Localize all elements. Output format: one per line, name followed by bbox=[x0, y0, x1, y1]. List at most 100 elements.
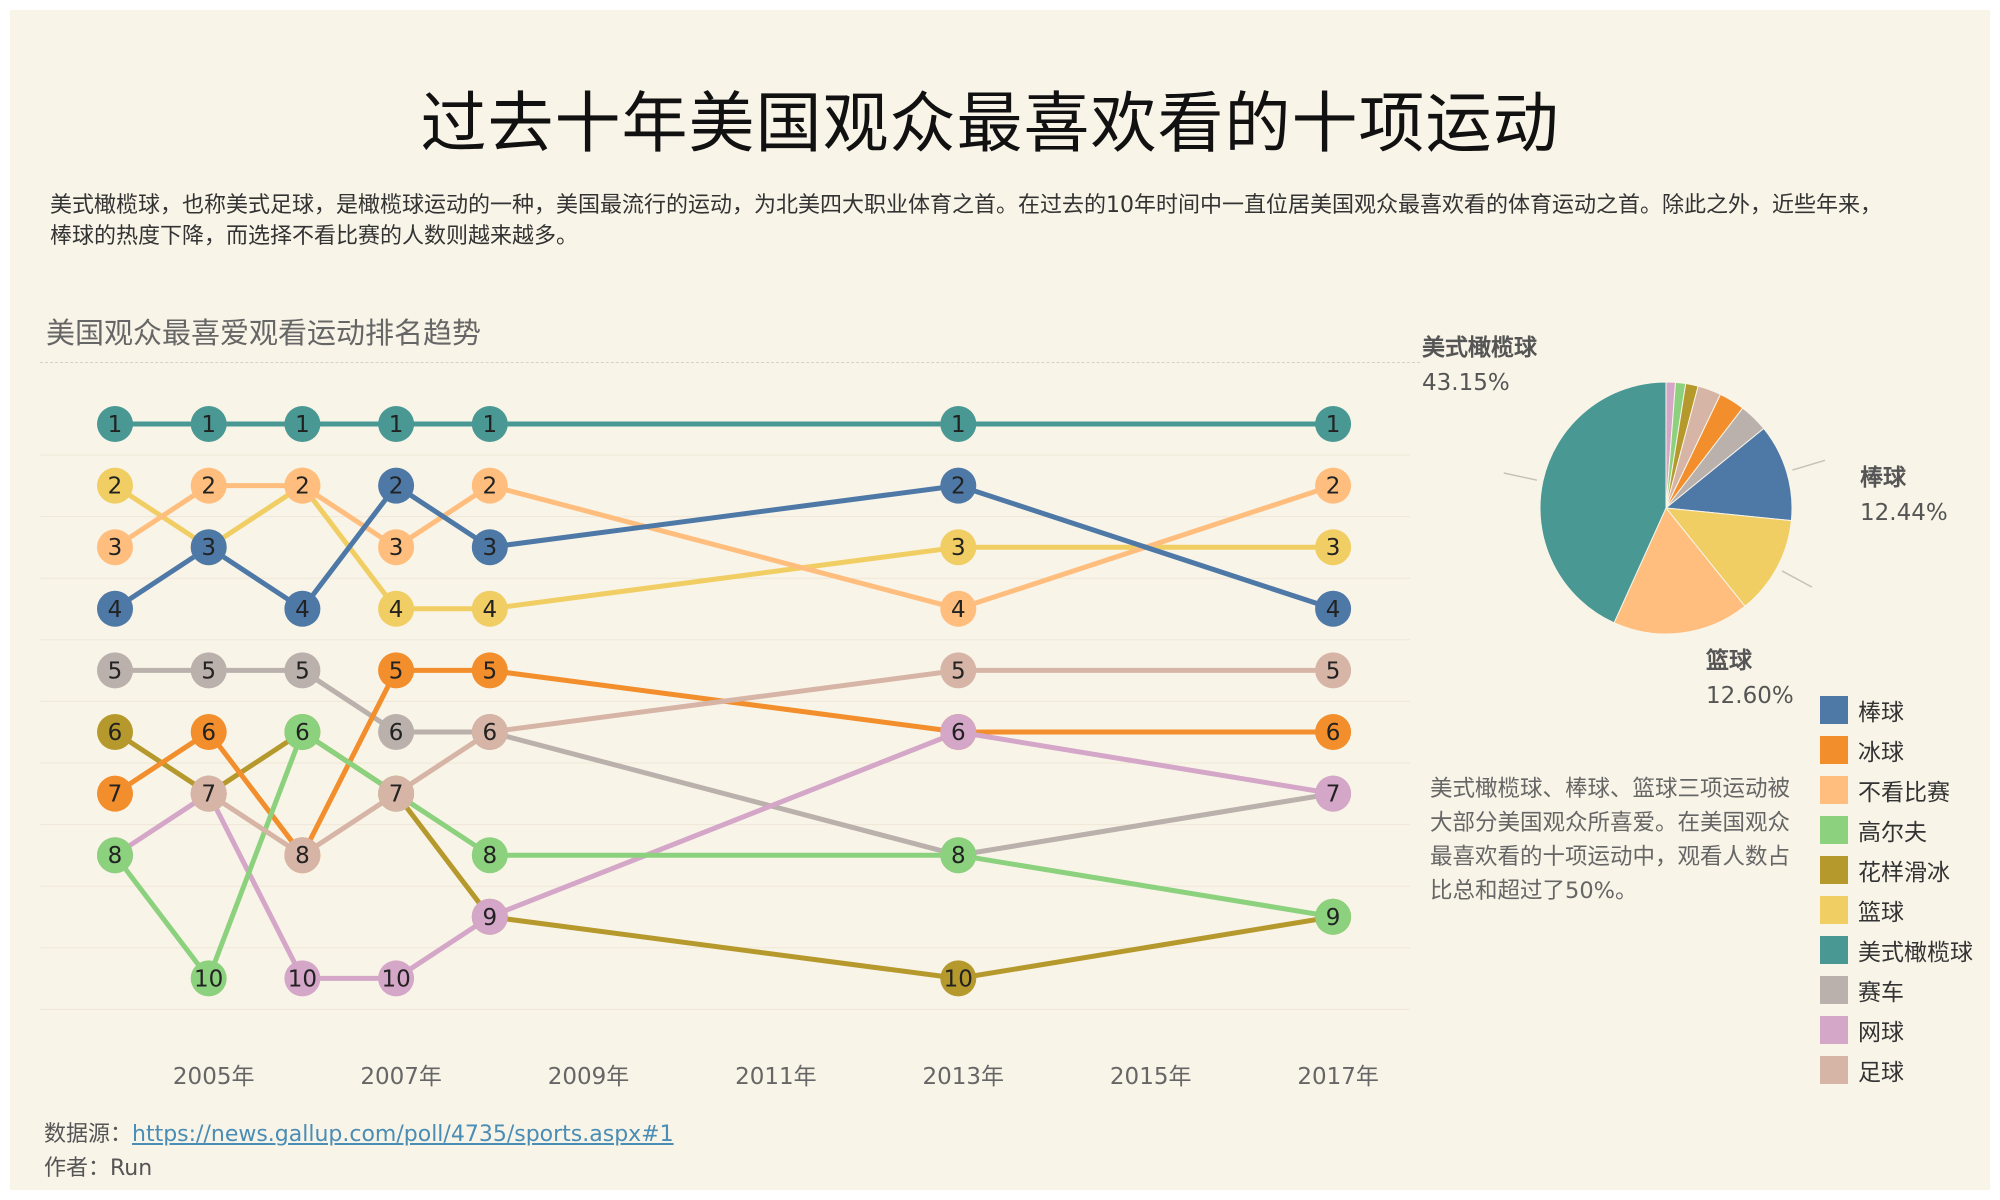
x-tick-label: 2013年 bbox=[923, 1064, 1005, 1090]
rank-point bbox=[284, 960, 321, 997]
pie-label-name: 棒球 bbox=[1860, 464, 1907, 491]
rank-point bbox=[471, 652, 508, 689]
legend-label: 冰球 bbox=[1858, 740, 1904, 766]
pie-slice bbox=[1539, 381, 1667, 624]
bump-chart-points: 1111111232443332232424342324555668767679… bbox=[97, 406, 1352, 997]
legend-swatch bbox=[1820, 1016, 1848, 1044]
rank-point bbox=[940, 529, 977, 566]
rank-point bbox=[97, 467, 133, 504]
rank-point bbox=[471, 898, 508, 935]
rank-label: 2 bbox=[201, 474, 216, 500]
x-tick-label: 2015年 bbox=[1110, 1064, 1192, 1090]
rank-label: 9 bbox=[482, 905, 497, 931]
rank-label: 6 bbox=[201, 720, 216, 746]
legend-item: 赛车 bbox=[1820, 970, 1973, 1010]
x-tick-label: 2017年 bbox=[1297, 1064, 1379, 1090]
rank-label: 2 bbox=[108, 474, 123, 500]
rank-label: 3 bbox=[389, 535, 404, 561]
rank-point bbox=[97, 775, 133, 812]
rank-point bbox=[471, 406, 508, 442]
page-title: 过去十年美国观众最喜欢看的十项运动 bbox=[420, 85, 1560, 162]
rank-point bbox=[471, 837, 508, 874]
rank-label: 8 bbox=[951, 843, 966, 869]
rank-point bbox=[940, 714, 977, 750]
rank-label: 5 bbox=[295, 658, 310, 684]
rank-label: 7 bbox=[201, 782, 216, 808]
rank-point bbox=[190, 960, 227, 997]
legend-label: 花样滑冰 bbox=[1858, 860, 1950, 886]
legend-swatch bbox=[1820, 696, 1848, 724]
rank-point bbox=[378, 529, 415, 566]
rank-label: 1 bbox=[389, 412, 404, 438]
pie-chart-labels: 美式橄榄球 43.15% 棒球 12.44% 篮球 12.60% bbox=[1422, 334, 1948, 709]
rank-label: 2 bbox=[482, 474, 497, 500]
section-title: 美国观众最喜爱观看运动排名趋势 bbox=[46, 316, 482, 350]
rank-point bbox=[190, 652, 227, 689]
rank-point bbox=[284, 406, 321, 442]
description-text: 美式橄榄球，也称美式足球，是橄榄球运动的一种，美国最流行的运动，为北美四大职业体… bbox=[50, 193, 1883, 249]
rank-label: 7 bbox=[108, 782, 123, 808]
rank-point bbox=[378, 960, 415, 997]
rank-label: 4 bbox=[951, 597, 966, 623]
pie-leader-line bbox=[1792, 459, 1826, 471]
rank-label: 2 bbox=[389, 474, 404, 500]
rank-label: 5 bbox=[108, 658, 123, 684]
legend-swatch bbox=[1820, 1056, 1848, 1084]
rank-point bbox=[1315, 775, 1352, 812]
rank-point bbox=[97, 837, 133, 874]
legend-swatch bbox=[1820, 936, 1848, 964]
rank-point bbox=[284, 652, 321, 689]
pie-label-pct: 12.60% bbox=[1706, 683, 1794, 709]
rank-label: 5 bbox=[951, 658, 966, 684]
rank-label: 5 bbox=[482, 658, 497, 684]
series-line bbox=[207, 667, 1334, 858]
rank-label: 3 bbox=[201, 535, 216, 561]
legend-label: 高尔夫 bbox=[1858, 820, 1927, 846]
legend-swatch bbox=[1820, 856, 1848, 884]
rank-point bbox=[190, 406, 227, 442]
pie-leader-line bbox=[1503, 472, 1538, 481]
rank-point bbox=[97, 406, 133, 442]
rank-label: 1 bbox=[951, 412, 966, 438]
rank-point bbox=[378, 775, 415, 812]
rank-point bbox=[1315, 467, 1352, 504]
rank-label: 5 bbox=[1326, 658, 1341, 684]
author-line: 作者：Run bbox=[44, 1156, 153, 1181]
legend-label: 篮球 bbox=[1858, 900, 1904, 926]
x-tick-label: 2009年 bbox=[548, 1064, 630, 1090]
dashboard: 过去十年美国观众最喜欢看的十项运动 美式橄榄球，也称美式足球，是橄榄球运动的一种… bbox=[10, 10, 1990, 1190]
rank-point bbox=[471, 467, 508, 504]
rank-label: 1 bbox=[1326, 412, 1341, 438]
rank-label: 8 bbox=[108, 843, 123, 869]
rank-point bbox=[190, 775, 227, 812]
rank-point bbox=[97, 529, 133, 566]
pie-label-pct: 12.44% bbox=[1860, 500, 1948, 526]
rank-point bbox=[97, 590, 133, 627]
legend-item: 棒球 bbox=[1820, 690, 1973, 730]
rank-point bbox=[284, 837, 321, 874]
bump-chart-x-axis: 2005年 2007年 2009年 2011年 2013年 2015年 2017年 bbox=[173, 1064, 1379, 1090]
rank-label: 1 bbox=[482, 412, 497, 438]
legend-label: 赛车 bbox=[1858, 980, 1904, 1006]
pie-label-pct: 43.15% bbox=[1422, 370, 1510, 396]
rank-point bbox=[1315, 714, 1352, 750]
rank-point bbox=[940, 406, 977, 442]
legend-item: 冰球 bbox=[1820, 730, 1973, 770]
rank-label: 6 bbox=[482, 720, 497, 746]
legend-label: 网球 bbox=[1858, 1020, 1904, 1046]
rank-label: 3 bbox=[108, 535, 123, 561]
rank-point bbox=[471, 590, 508, 627]
source-link[interactable]: https://news.gallup.com/poll/4735/sports… bbox=[132, 1122, 674, 1147]
rank-label: 5 bbox=[389, 658, 404, 684]
rank-label: 10 bbox=[944, 966, 973, 992]
legend-swatch bbox=[1820, 736, 1848, 764]
rank-label: 4 bbox=[108, 597, 123, 623]
rank-label: 4 bbox=[295, 597, 310, 623]
rank-point bbox=[190, 714, 227, 750]
legend-item: 美式橄榄球 bbox=[1820, 930, 1973, 970]
rank-label: 8 bbox=[482, 843, 497, 869]
rank-point bbox=[97, 652, 133, 689]
legend-item: 不看比赛 bbox=[1820, 770, 1973, 810]
rank-label: 3 bbox=[1326, 535, 1341, 561]
rank-point bbox=[284, 467, 321, 504]
